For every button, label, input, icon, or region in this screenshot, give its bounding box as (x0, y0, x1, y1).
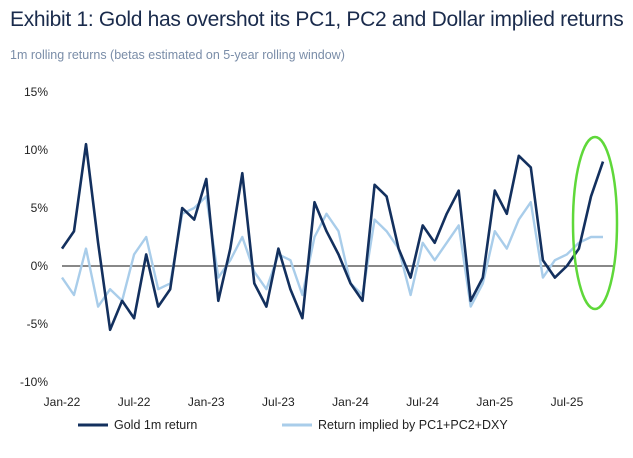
y-tick-label: -10% (20, 375, 48, 389)
y-axis-ticks: 15% 10% 5% 0% -5% -10% (20, 85, 48, 389)
y-tick-label: 10% (24, 143, 48, 157)
x-axis-ticks: Jan-22 Jul-22 Jan-23 Jul-23 Jan-24 Jul-24 Jan-… (44, 395, 584, 409)
series-line-implied (61, 195, 603, 308)
series-line-gold (60, 142, 605, 332)
x-tick-label: Jul-22 (118, 395, 151, 409)
series-layer (60, 142, 605, 332)
x-tick-label: Jul-23 (262, 395, 295, 409)
y-tick-label: -5% (27, 317, 49, 331)
legend-label-implied: Return implied by PC1+PC2+DXY (318, 418, 508, 432)
x-tick-label: Jan-22 (44, 395, 81, 409)
y-tick-label: 5% (31, 201, 49, 215)
y-tick-label: 0% (31, 259, 49, 273)
x-tick-label: Jul-25 (551, 395, 584, 409)
legend-label-gold: Gold 1m return (114, 418, 197, 432)
x-tick-label: Jan-25 (476, 395, 513, 409)
x-tick-label: Jul-24 (406, 395, 439, 409)
chart-subtitle: 1m rolling returns (betas estimated on 5… (10, 48, 345, 62)
chart-title: Exhibit 1: Gold has overshot its PC1, PC… (10, 8, 624, 31)
y-tick-label: 15% (24, 85, 48, 99)
x-tick-label: Jan-24 (332, 395, 369, 409)
highlight-ellipse (571, 135, 619, 311)
legend: Gold 1m return Return implied by PC1+PC2… (78, 418, 508, 432)
x-tick-label: Jan-23 (188, 395, 225, 409)
